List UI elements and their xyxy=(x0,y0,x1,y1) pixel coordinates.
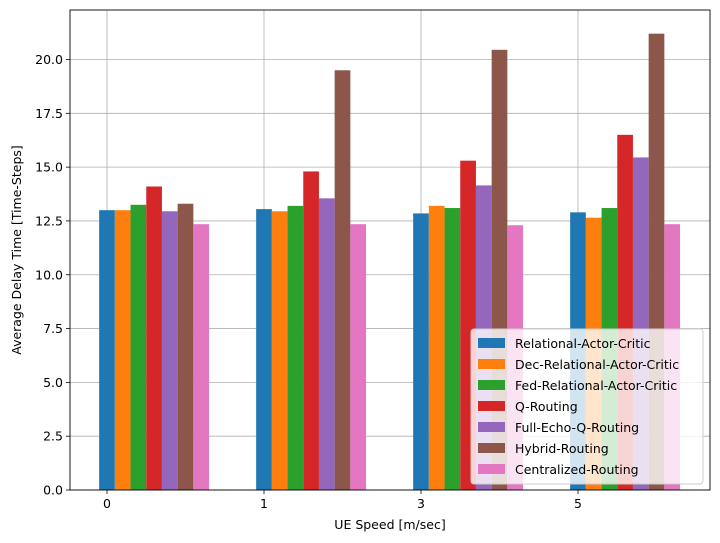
legend-swatch xyxy=(478,338,505,348)
y-tick-label: 10.0 xyxy=(35,267,63,282)
bar-dec-relational-actor-critic-3 xyxy=(428,205,445,490)
x-tick-label: 0 xyxy=(103,496,111,511)
y-tick-label: 17.5 xyxy=(35,106,63,121)
plot-frame xyxy=(69,9,711,491)
bar-centralized-routing-1 xyxy=(350,224,367,490)
bar-relational-actor-critic-3 xyxy=(413,213,429,490)
legend-swatch xyxy=(478,443,505,453)
legend-label: Hybrid-Routing xyxy=(515,441,609,456)
legend-swatch xyxy=(478,380,505,390)
bar-fed-relational-actor-critic-3 xyxy=(444,208,461,490)
bar-hybrid-routing-1 xyxy=(334,70,351,491)
legend-swatch xyxy=(478,401,505,411)
y-tick-label: 20.0 xyxy=(35,52,63,67)
x-tick-label: 5 xyxy=(574,496,582,511)
y-tick-label: 15.0 xyxy=(35,160,63,175)
legend-label: Q-Routing xyxy=(515,399,578,414)
x-axis-label: UE Speed [m/sec] xyxy=(334,517,445,532)
y-axis-label: Average Delay Time [Time-Steps] xyxy=(9,145,24,355)
legend-label: Full-Echo-Q-Routing xyxy=(515,420,639,435)
bar-full-echo-q-routing-1 xyxy=(318,198,335,490)
bar-centralized-routing-0 xyxy=(193,224,210,490)
tick-labels: 0.0 2.5 5.0 7.5 10.0 12.5 15.0 17.5 20.0 0 1 3 5 xyxy=(35,52,582,511)
y-tick-label: 0.0 xyxy=(43,483,63,498)
y-tick-label: 12.5 xyxy=(35,213,63,228)
y-tick-label: 2.5 xyxy=(43,429,63,444)
axes xyxy=(66,9,711,494)
legend-label: Fed-Relational-Actor-Critic xyxy=(515,378,677,393)
x-tick-label: 3 xyxy=(417,496,425,511)
bar-dec-relational-actor-critic-0 xyxy=(114,210,131,490)
bar-fed-relational-actor-critic-1 xyxy=(287,205,304,490)
bar-hybrid-routing-0 xyxy=(177,203,194,490)
y-tick-label: 5.0 xyxy=(43,375,63,390)
bar-relational-actor-critic-0 xyxy=(99,210,115,490)
bar-dec-relational-actor-critic-1 xyxy=(271,211,288,490)
legend-box xyxy=(470,328,704,485)
legend-swatch xyxy=(478,359,505,369)
x-tick-label: 1 xyxy=(260,496,268,511)
bar-full-echo-q-routing-0 xyxy=(161,211,178,490)
y-tick-label: 7.5 xyxy=(43,321,63,336)
legend-swatch xyxy=(478,422,505,432)
legend-label: Centralized-Routing xyxy=(515,462,639,477)
legend-label: Dec-Relational-Actor-Critic xyxy=(515,357,679,372)
legend-label: Relational-Actor-Critic xyxy=(515,336,651,351)
bar-q-routing-1 xyxy=(303,171,319,490)
legend-swatch xyxy=(478,464,505,474)
bar-fed-relational-actor-critic-0 xyxy=(130,204,147,490)
bar-q-routing-0 xyxy=(146,186,162,490)
bar-relational-actor-critic-1 xyxy=(256,209,272,490)
legend: Relational-Actor-Critic Dec-Relational-Ac… xyxy=(470,328,704,485)
